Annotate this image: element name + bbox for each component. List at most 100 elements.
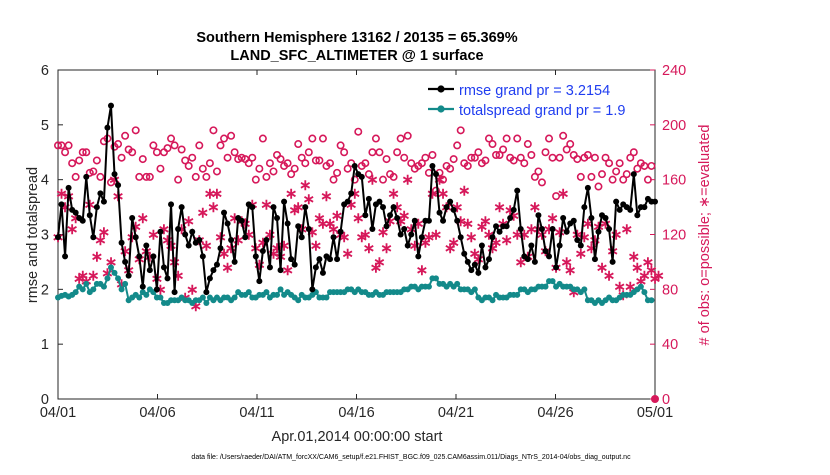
y-right-tick-label: 160 xyxy=(662,173,686,189)
obs-evaluated-point: ∗ xyxy=(458,183,471,200)
rmse-point xyxy=(591,256,598,263)
totalspread-point xyxy=(79,286,86,293)
obs-evaluated-point: ∗ xyxy=(73,270,86,287)
obs-possible-point xyxy=(315,156,324,165)
x-tick-label: 04/26 xyxy=(537,405,573,421)
totalspread-point xyxy=(323,294,330,301)
obs-possible-point xyxy=(106,178,115,187)
rmse-point xyxy=(309,286,316,293)
totalspread-point xyxy=(549,278,556,285)
obs-evaluated-point: ∗ xyxy=(575,246,588,263)
rmse-point xyxy=(606,226,613,233)
obs-possible-point xyxy=(223,153,232,162)
obs-evaluated-point: ∗ xyxy=(55,185,68,202)
rmse-point xyxy=(62,253,69,260)
rmse-point xyxy=(249,204,256,211)
obs-possible-point xyxy=(587,172,596,181)
rmse-point xyxy=(415,253,422,260)
rmse-point xyxy=(560,215,567,222)
obs-evaluated-point: ∗ xyxy=(638,268,651,285)
rmse-point xyxy=(538,226,545,233)
rmse-point xyxy=(379,204,386,211)
obs-evaluated-point: ∗ xyxy=(465,229,478,246)
obs-evaluated-point: ∗ xyxy=(91,248,104,265)
rmse-point xyxy=(312,264,319,271)
obs-possible-point xyxy=(629,148,638,157)
obs-possible-point xyxy=(492,150,501,159)
rmse-point xyxy=(401,226,408,233)
rmse-point xyxy=(111,171,118,178)
obs-possible-point xyxy=(117,153,126,162)
x-axis: 04/01 04/06 04/11 04/16 04/21 04/26 05/01 xyxy=(40,70,673,421)
rmse-point xyxy=(90,234,97,241)
rmse-point xyxy=(524,256,531,263)
obs-evaluated-point: ∗ xyxy=(398,207,411,224)
totalspread-point xyxy=(274,291,281,298)
obs-possible-point xyxy=(350,175,359,184)
obs-possible-point xyxy=(431,186,440,195)
rmse-point xyxy=(464,258,471,265)
totalspread-point xyxy=(90,286,97,293)
obs-possible-point xyxy=(583,150,592,159)
rmse-point xyxy=(185,242,192,249)
obs-possible-point xyxy=(439,175,448,184)
obs-evaluated-point: ∗ xyxy=(631,259,644,276)
obs-possible-point xyxy=(269,167,278,176)
obs-possible-point xyxy=(145,172,154,181)
rmse-point xyxy=(178,204,185,211)
rmse-point xyxy=(546,253,553,260)
rmse-point xyxy=(553,264,560,271)
rmse-point xyxy=(503,223,510,230)
obs-evaluated-point: ∗ xyxy=(461,216,474,233)
obs-possible-point xyxy=(622,170,631,179)
obs-possible-point xyxy=(534,167,543,176)
obs-possible-point xyxy=(509,156,518,165)
totalspread-point xyxy=(514,291,521,298)
totalspread-point xyxy=(83,280,90,287)
rmse-point xyxy=(475,269,482,276)
rmse-point xyxy=(584,184,591,191)
obs-evaluated-point: ∗ xyxy=(447,235,460,252)
rmse-point xyxy=(493,223,500,230)
obs-possible-point xyxy=(527,150,536,159)
obs-possible-point xyxy=(174,175,183,184)
rmse-point xyxy=(327,256,334,263)
obs-evaluated-point: ∗ xyxy=(423,229,436,246)
obs-possible-point xyxy=(371,134,380,143)
totalspread-point xyxy=(72,289,79,296)
obs-possible-point xyxy=(128,148,137,157)
rmse-point xyxy=(436,209,443,216)
rmse-point xyxy=(72,209,79,216)
obs-evaluated-point: ∗ xyxy=(324,216,337,233)
rmse-point xyxy=(122,258,129,265)
y-left-tick-label: 5 xyxy=(41,118,49,134)
obs-possible-point xyxy=(287,170,296,179)
obs-possible-point xyxy=(61,148,70,157)
y-left-tick-label: 0 xyxy=(41,392,49,408)
rmse-point xyxy=(153,286,160,293)
totalspread-point xyxy=(542,283,549,290)
chart-subtitle: LAND_SFC_ALTIMETER @ 1 surface xyxy=(230,48,483,64)
totalspread-point xyxy=(454,280,461,287)
rmse-point xyxy=(252,253,259,260)
obs-possible-point xyxy=(149,141,158,150)
obs-evaluated-point: ∗ xyxy=(182,213,195,230)
obs-possible-point xyxy=(552,192,561,201)
series-obs-possible xyxy=(53,126,656,201)
obs-evaluated-point: ∗ xyxy=(645,262,658,279)
rmse-point xyxy=(221,209,228,216)
rmse-point xyxy=(574,236,581,243)
obs-evaluated-point: ∗ xyxy=(652,268,665,285)
y-left-tick-label: 6 xyxy=(41,63,49,79)
totalspread-point xyxy=(107,264,114,271)
obs-possible-point xyxy=(294,140,303,149)
obs-evaluated-point: ∗ xyxy=(430,227,443,244)
legend-marker-spread xyxy=(437,105,445,113)
obs-possible-point xyxy=(396,134,405,143)
rmse-point xyxy=(83,173,90,180)
rmse-point xyxy=(281,198,288,205)
rmse-point xyxy=(330,234,337,241)
obs-possible-point xyxy=(513,134,522,143)
series-totalspread xyxy=(55,264,655,307)
rmse-point xyxy=(136,253,143,260)
